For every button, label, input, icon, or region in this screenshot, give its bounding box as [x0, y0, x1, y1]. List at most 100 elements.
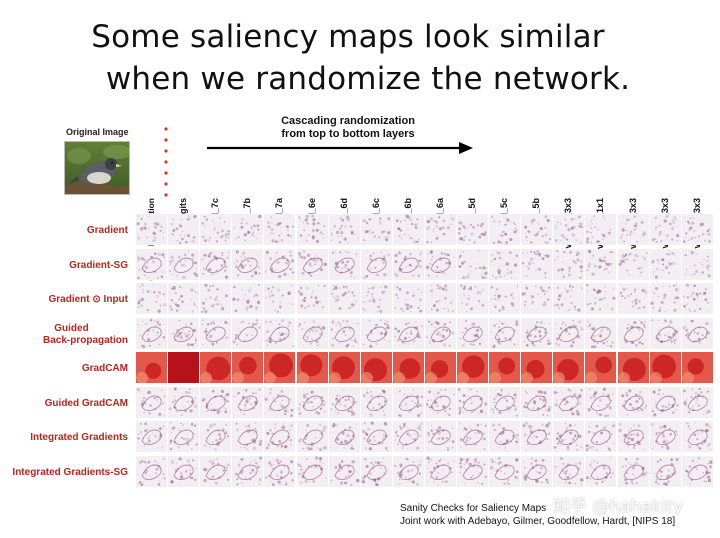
saliency-map-cell	[328, 283, 360, 314]
column-header-12: mixed_5b	[530, 120, 544, 240]
saliency-map-cell	[649, 352, 681, 383]
saliency-map-cell	[617, 248, 649, 280]
saliency-map-cell	[392, 421, 424, 452]
saliency-map-cell	[489, 214, 521, 245]
saliency-map-cell	[489, 386, 521, 418]
column-header-5: mixed_6e	[306, 120, 320, 239]
saliency-map-cell	[617, 352, 649, 383]
saliency-map-cell	[489, 283, 521, 314]
saliency-map-cell	[200, 248, 232, 280]
saliency-map-cell	[457, 352, 488, 383]
saliency-map-cell	[360, 386, 392, 418]
saliency-map-cell	[457, 283, 488, 314]
saliency-map-cell	[424, 248, 456, 280]
saliency-map-cell	[392, 283, 424, 314]
saliency-map-cell	[200, 352, 232, 383]
saliency-map-cell	[649, 214, 681, 245]
saliency-map-cell	[328, 317, 360, 349]
saliency-map-cell	[200, 421, 232, 452]
saliency-map-cell	[457, 386, 488, 418]
saliency-map-cell	[264, 317, 296, 349]
saliency-map-cell	[521, 283, 553, 314]
saliency-map-cell	[681, 455, 713, 487]
saliency-map-cell	[681, 352, 713, 383]
saliency-map-cell	[649, 421, 681, 452]
column-header-9: mixed_6a	[434, 120, 448, 239]
saliency-map-cell	[617, 283, 649, 314]
saliency-map-cell	[681, 214, 713, 245]
column-header-6: mixed_6d	[338, 120, 352, 240]
saliency-map-cell	[457, 248, 488, 280]
saliency-map-cell	[136, 455, 167, 487]
saliency-map-cell	[553, 248, 585, 280]
saliency-map-cell	[617, 421, 649, 452]
saliency-map-cell	[521, 455, 553, 487]
saliency-map-cell	[136, 283, 167, 314]
saliency-map-cell	[649, 248, 681, 280]
saliency-map-cell	[392, 214, 424, 245]
saliency-map-cell	[649, 455, 681, 487]
saliency-map-cell	[296, 455, 328, 487]
saliency-map-cell	[168, 455, 200, 487]
saliency-map-cell	[553, 214, 585, 245]
column-header-7: mixed_6c	[370, 120, 384, 239]
cascade-arrow-icon	[207, 142, 473, 154]
citation: Sanity Checks for Saliency Maps Joint wo…	[400, 502, 675, 528]
saliency-map-cell	[168, 317, 200, 349]
column-header-10: mixed_5d	[466, 120, 480, 240]
saliency-map-cell	[521, 248, 553, 280]
saliency-map-cell	[200, 214, 232, 245]
saliency-map-cell	[617, 386, 649, 418]
original-explanation-marker-dots	[163, 125, 169, 210]
saliency-map-cell	[553, 421, 585, 452]
saliency-map-cell	[360, 421, 392, 452]
saliency-map-cell	[585, 248, 617, 280]
column-header-13: conv2d_4a_3x3	[562, 120, 576, 265]
saliency-map-cell	[521, 386, 553, 418]
saliency-map-cell	[296, 214, 328, 245]
saliency-map-cell	[264, 386, 296, 418]
saliency-map-cell	[136, 421, 167, 452]
cascade-label-line1: Cascading randomization	[281, 115, 415, 127]
saliency-map-cell	[264, 352, 296, 383]
saliency-map-cell	[360, 248, 392, 280]
slide-title-line2: when we randomize the network.	[105, 61, 631, 97]
saliency-map-cell	[457, 455, 488, 487]
saliency-map-cell	[296, 386, 328, 418]
saliency-map-cell	[424, 455, 456, 487]
saliency-map-cell	[168, 248, 200, 280]
saliency-map-cell	[424, 352, 456, 383]
saliency-map-cell	[296, 421, 328, 452]
row-label-5: Guided GradCAM	[44, 397, 128, 409]
saliency-map-cell	[200, 317, 232, 349]
column-header-17: conv2d_1a_3x3	[691, 120, 705, 265]
citation-line1: Sanity Checks for Saliency Maps	[400, 503, 547, 514]
saliency-map-cell	[328, 352, 360, 383]
row-label-0: Gradient	[86, 225, 128, 236]
saliency-map-cell	[457, 421, 488, 452]
saliency-map-cell	[424, 317, 456, 349]
column-header-11: mixed_5c	[498, 120, 512, 239]
saliency-map-cell	[392, 455, 424, 487]
column-header-1: logits	[177, 120, 191, 222]
column-header-2: mixed_7c	[209, 120, 223, 239]
saliency-map-cell	[232, 386, 264, 418]
saliency-map-cell	[457, 214, 488, 245]
saliency-map-cell	[489, 455, 521, 487]
saliency-map-cell	[168, 352, 200, 383]
saliency-map-cell	[136, 214, 167, 245]
saliency-map-cell	[424, 214, 456, 245]
saliency-map-cell	[328, 248, 360, 280]
saliency-map-cell	[328, 214, 360, 245]
saliency-map-cell	[232, 352, 264, 383]
cascade-label: Cascading randomization from top to bott…	[258, 115, 438, 141]
saliency-map-cell	[681, 317, 713, 349]
saliency-map-cell	[585, 455, 617, 487]
cascade-label-line2: from top to bottom layers	[281, 128, 415, 140]
saliency-map-cell	[296, 283, 328, 314]
saliency-map-cell	[424, 421, 456, 452]
saliency-map-cell	[585, 214, 617, 245]
saliency-map-cell	[649, 283, 681, 314]
saliency-map-cell	[681, 386, 713, 418]
saliency-map-cell	[521, 214, 553, 245]
